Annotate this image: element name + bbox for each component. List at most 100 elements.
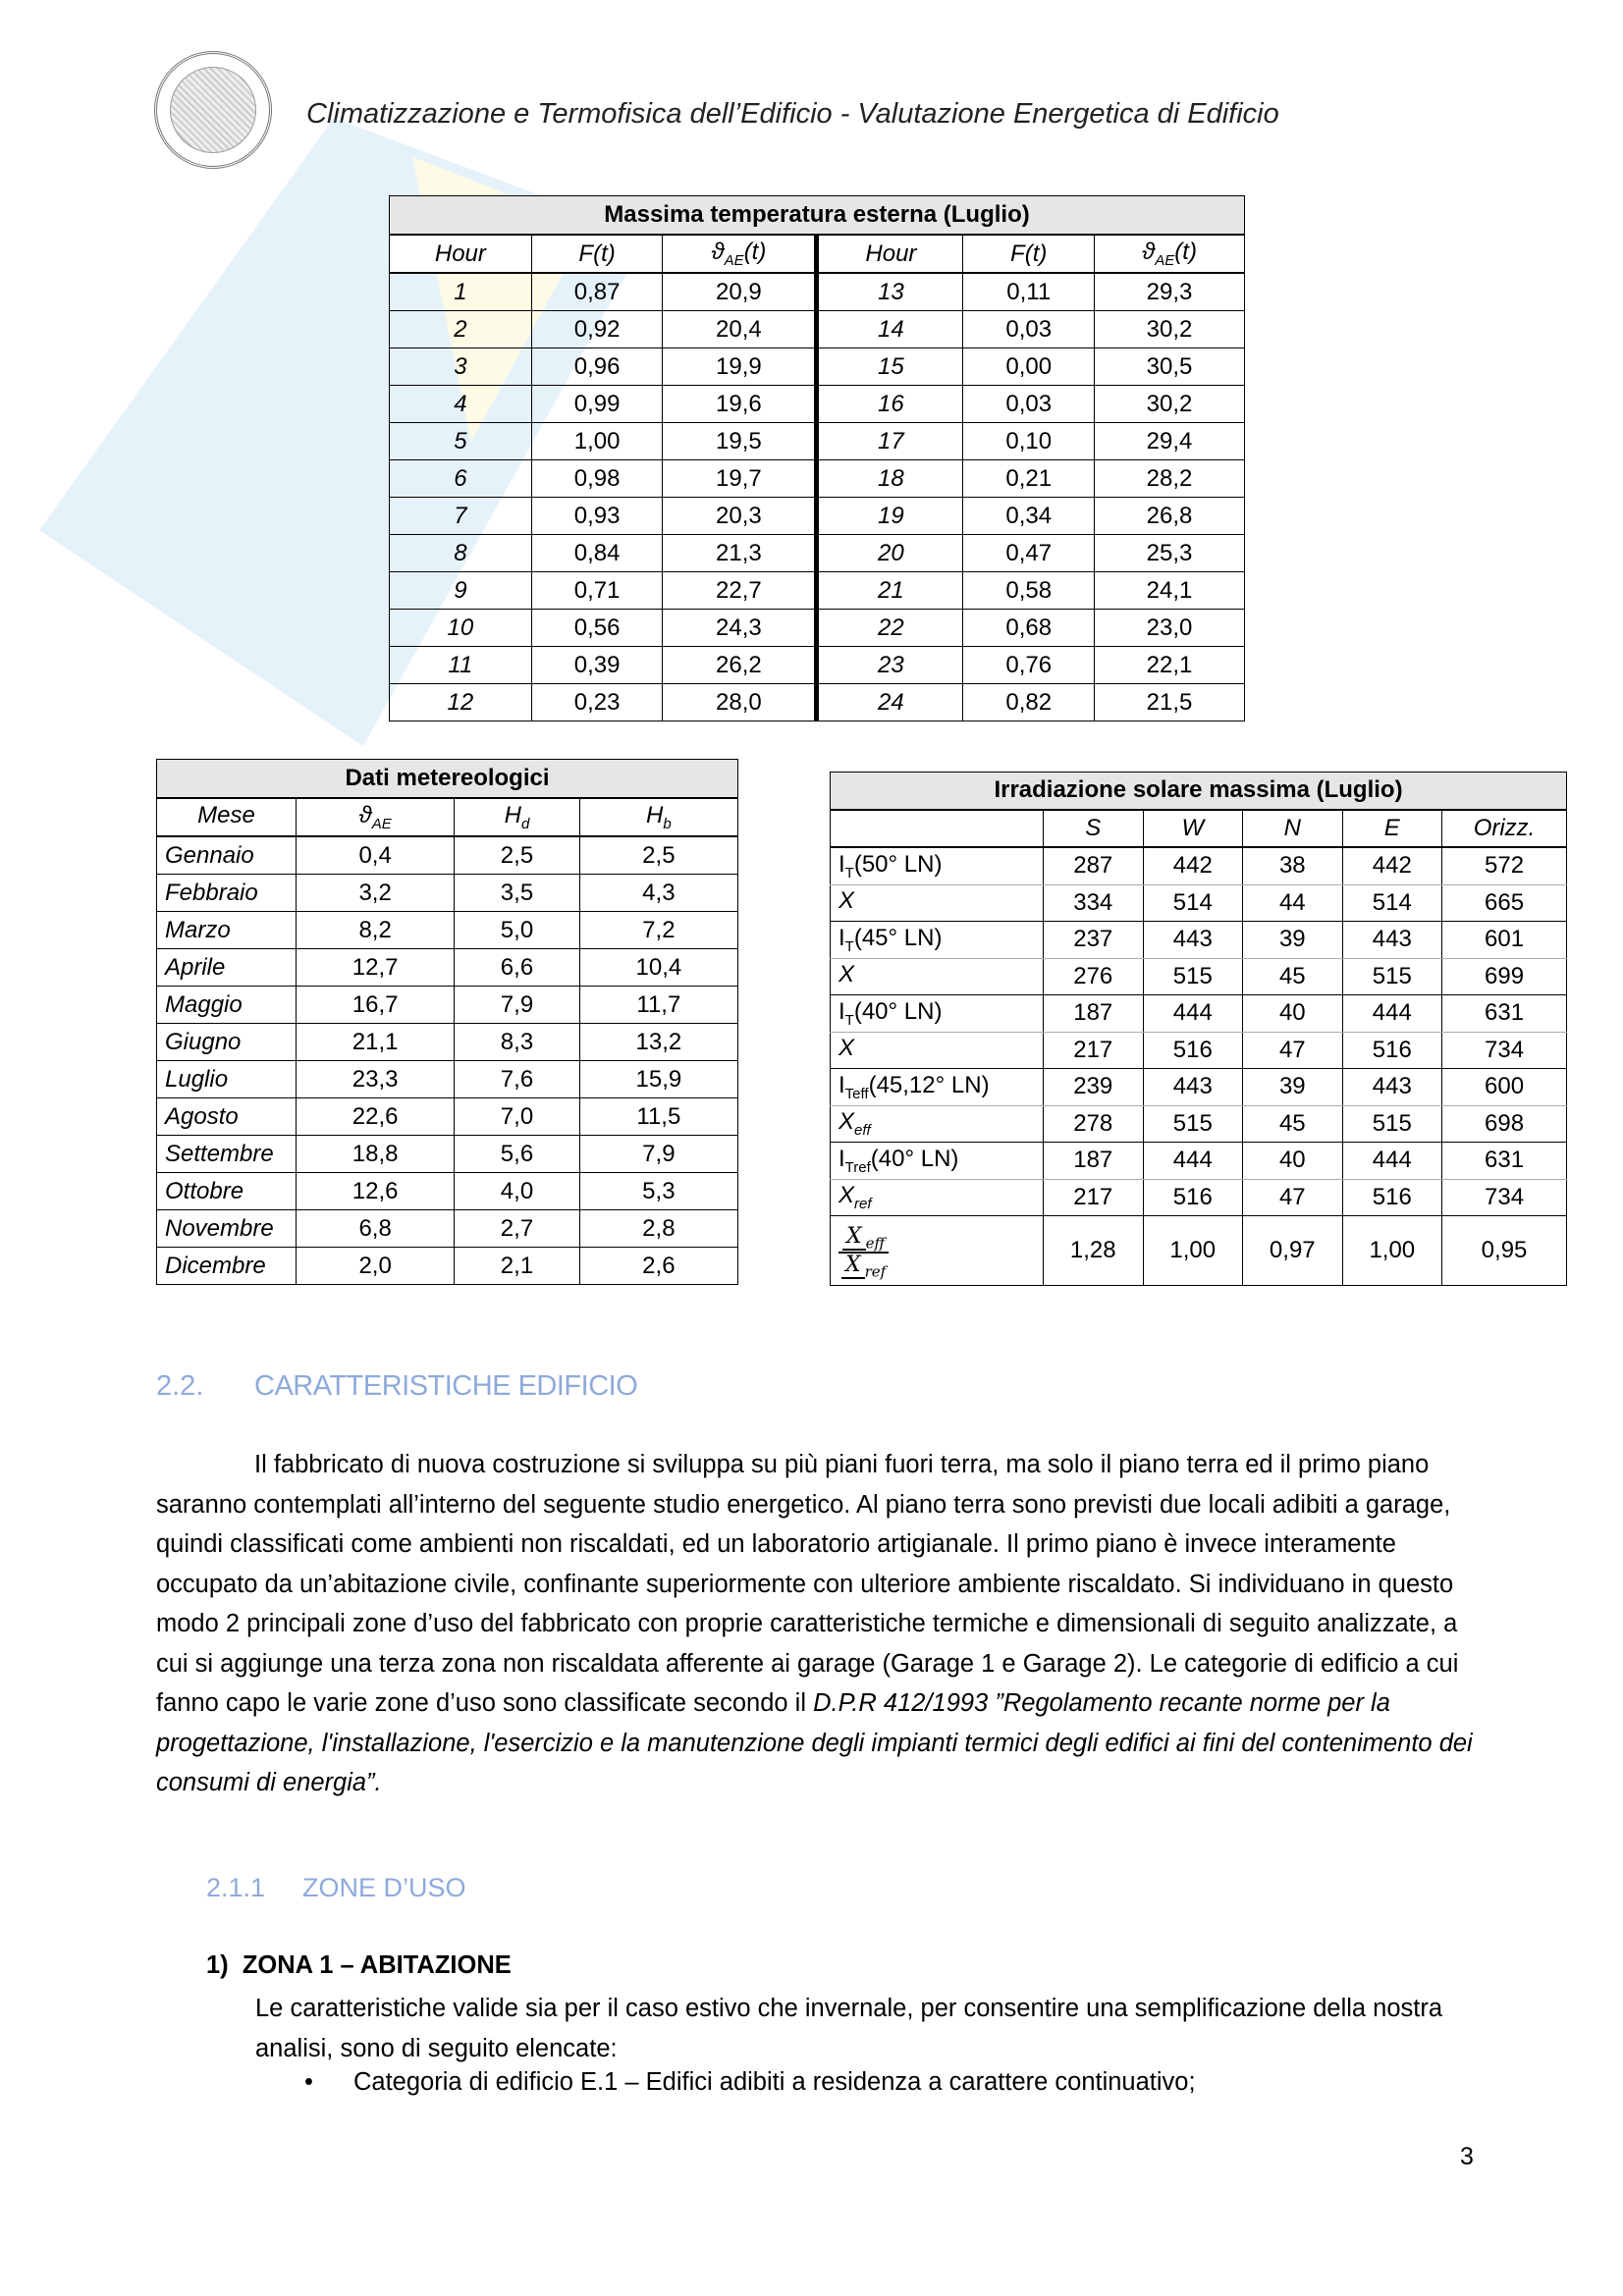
table-cell: 444: [1341, 1142, 1443, 1180]
table-cell: 18: [814, 459, 964, 498]
table-cell: 15,9: [578, 1060, 739, 1098]
table-cell: 516: [1341, 1178, 1443, 1216]
table-cell: 1,00: [530, 422, 664, 460]
subsection-number: 2.1.1: [206, 1873, 266, 1902]
table-cell: 0,93: [530, 497, 664, 535]
table-row: Xref 217 516 47 516 734: [830, 1178, 1567, 1216]
table-cell: 2,8: [578, 1209, 739, 1248]
table-cell: 0,87: [530, 272, 664, 311]
table-cell: 0,10: [962, 422, 1096, 460]
table-row: 5 1,00 19,5 17 0,10 29,4: [389, 422, 1245, 460]
symbol: X: [842, 1223, 866, 1251]
table-row: 6 0,98 19,7 18 0,21 28,2: [389, 459, 1245, 498]
table-cell: 1: [389, 272, 532, 311]
table-cell: 515: [1341, 957, 1443, 995]
column-header: E: [1341, 809, 1443, 848]
table-cell: 515: [1142, 957, 1244, 995]
table-cell: Marzo: [156, 911, 297, 949]
table-row: 10 0,56 24,3 22 0,68 23,0: [389, 609, 1245, 647]
table-cell: 24: [814, 683, 964, 721]
symbol: I: [839, 924, 845, 951]
table-cell: 0,99: [530, 385, 664, 423]
table-cell: 0,92: [530, 310, 664, 348]
symbol: ϑ: [358, 802, 372, 829]
table-row: Novembre 6,8 2,7 2,8: [156, 1209, 739, 1248]
label-rest: (45,12° LN): [868, 1071, 990, 1098]
table-cell: 28,0: [662, 683, 818, 721]
subscript: Tref: [844, 1158, 871, 1176]
column-header: Orizz.: [1441, 809, 1567, 848]
table-cell: 187: [1043, 994, 1144, 1033]
solar-irradiation-table: Irradiazione solare massima (Luglio) S W N E…: [830, 772, 1567, 1286]
table-cell: 3,5: [454, 874, 580, 912]
table-row: Gennaio 0,4 2,5 2,5: [156, 835, 739, 875]
table-cell: 0,03: [962, 385, 1096, 423]
table-cell: 516: [1142, 1031, 1244, 1069]
table-row: 8 0,84 21,3 20 0,47 25,3: [389, 534, 1245, 572]
table-cell: 29,4: [1094, 422, 1245, 460]
table-cell: 442: [1142, 846, 1244, 885]
table-cell: 16: [814, 385, 964, 423]
table-cell: 0,68: [962, 609, 1096, 647]
table-cell: 24,3: [662, 609, 818, 647]
table-cell: 22,7: [662, 571, 818, 610]
table-cell: 443: [1341, 1068, 1443, 1106]
symbol: X: [840, 1252, 865, 1279]
paragraph-text: Il fabbricato di nuova costruzione si sv…: [156, 1451, 1459, 1717]
table-cell: 4,3: [578, 874, 739, 912]
header-title: Climatizzazione e Termofisica dell’Edifi…: [306, 98, 1279, 130]
table-cell: 0,23: [530, 683, 664, 721]
table-cell: 20,3: [662, 497, 818, 535]
table-cell: 5: [389, 422, 532, 460]
subscript: T: [844, 1011, 854, 1029]
table-row: IT(45° LN) 237 443 39 443 601: [830, 921, 1567, 959]
table-row: 2 0,92 20,4 14 0,03 30,2: [389, 310, 1245, 348]
table-cell: 29,3: [1094, 272, 1245, 311]
row-label: X: [830, 1031, 1044, 1069]
table-cell: 21,1: [295, 1023, 456, 1061]
table-title-row: Dati metereologici: [156, 759, 738, 799]
table-cell: 1,00: [1142, 1215, 1244, 1286]
column-header: ϑAE(t): [662, 234, 818, 274]
table-cell: 23,3: [295, 1060, 456, 1098]
table-cell: 8,2: [295, 911, 456, 949]
table-cell: 18,8: [295, 1135, 456, 1173]
table-cell: 444: [1142, 994, 1244, 1033]
table-cell: 0,71: [530, 571, 664, 610]
table-cell: 44: [1242, 883, 1343, 922]
table-cell: 10,4: [578, 948, 739, 987]
table-cell: 516: [1341, 1031, 1443, 1069]
table-cell: 39: [1242, 1068, 1343, 1106]
column-header: Hb: [578, 797, 739, 837]
table-cell: 698: [1441, 1104, 1567, 1143]
table-cell: Giugno: [156, 1023, 297, 1061]
subscript: T: [844, 864, 854, 881]
table-row: Aprile 12,7 6,6 10,4: [156, 948, 739, 987]
table-cell: 20: [814, 534, 964, 572]
symbol: H: [646, 802, 664, 829]
table-cell: 0,03: [962, 310, 1096, 348]
column-header: Hour: [389, 234, 532, 274]
zone1-text: Le caratteristiche valide sia per il cas…: [255, 1995, 1443, 2062]
table-cell: 6: [389, 459, 532, 498]
row-label: ITeff(45,12° LN): [830, 1068, 1044, 1106]
table-cell: 1,28: [1043, 1215, 1144, 1286]
table-cell: 0,11: [962, 272, 1096, 311]
page-number: 3: [1460, 2143, 1474, 2170]
table-cell: 0,39: [530, 646, 664, 684]
subscript: Teff: [844, 1085, 869, 1102]
table-cell: 2,5: [454, 835, 580, 875]
table-cell: 631: [1441, 994, 1567, 1033]
bullet-icon: •: [304, 2068, 313, 2096]
max-temperature-table: Massima temperatura esterna (Luglio) Hour…: [389, 195, 1245, 721]
table-cell: 734: [1441, 1178, 1567, 1216]
table-cell: 443: [1341, 921, 1443, 959]
symbol: ϑ: [1142, 239, 1156, 266]
table-cell: 444: [1341, 994, 1443, 1033]
table-cell: 0,76: [962, 646, 1096, 684]
row-label: IT(40° LN): [830, 994, 1044, 1033]
table-cell: 12,6: [295, 1172, 456, 1210]
column-header: F(t): [530, 234, 664, 274]
symbol: I: [839, 850, 845, 878]
